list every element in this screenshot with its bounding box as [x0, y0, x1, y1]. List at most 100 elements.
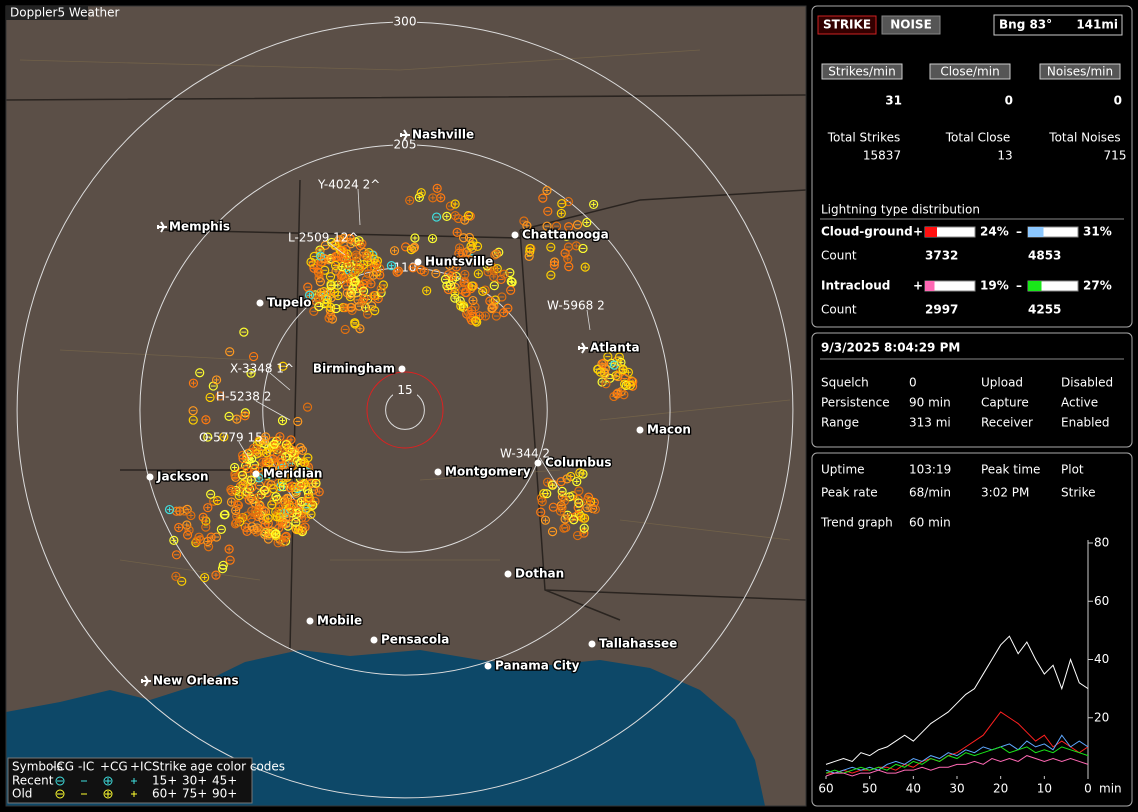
strike-symbol	[238, 479, 248, 489]
strike-symbol	[230, 462, 240, 473]
noise-button[interactable]	[881, 15, 941, 35]
track-leader	[269, 372, 291, 391]
setting: Enabled	[1061, 416, 1110, 430]
strike-symbol	[557, 199, 567, 209]
strike-symbol-sign	[280, 463, 286, 469]
strike-symbol	[174, 522, 184, 533]
track-label: O-5779 15	[199, 431, 263, 445]
noise-button-label[interactable]: NOISE	[890, 18, 932, 32]
strike-symbol	[182, 520, 192, 530]
strike-symbol-sign	[550, 482, 556, 488]
strike-symbol-sign	[221, 434, 227, 440]
strike-symbol-sign	[255, 494, 261, 500]
strike-symbol	[188, 378, 199, 388]
strike-symbol	[306, 257, 316, 267]
legend-row-label: Recent	[12, 774, 54, 788]
strike-symbol	[291, 517, 301, 527]
strike-symbol-sign	[253, 511, 259, 517]
range-label: 205	[394, 137, 417, 151]
strike-symbol-sign	[263, 459, 269, 465]
strike-symbol	[263, 513, 273, 523]
city-label: Meridian	[263, 467, 322, 481]
strike-symbol-sign	[469, 283, 475, 289]
strike-symbol-sign	[265, 515, 271, 521]
strike-symbol-sign	[173, 573, 179, 579]
strike-symbol	[188, 406, 198, 416]
strike-symbol-sign	[561, 498, 567, 504]
strike-symbol	[240, 411, 250, 421]
city-label: Birmingham	[313, 362, 395, 376]
strike-symbol	[559, 523, 569, 533]
strike-symbol	[506, 285, 516, 295]
strike-symbol-sign	[558, 508, 564, 514]
strike-symbol	[557, 491, 567, 502]
strike-symbol-sign	[236, 493, 242, 499]
clock: 9/3/2025 8:04:29 PM	[821, 341, 960, 355]
strike-button[interactable]	[817, 15, 877, 35]
count: 4255	[1028, 303, 1061, 317]
city-label: Mobile	[317, 614, 362, 628]
strike-symbol	[572, 530, 583, 541]
strike-symbol	[467, 243, 477, 253]
strike-symbol	[368, 270, 379, 280]
legend-header: Symbols	[12, 760, 63, 774]
strike-symbol	[285, 483, 295, 493]
range-label-bg	[393, 138, 417, 151]
strike-symbol	[252, 449, 262, 459]
strike-symbol-sign	[591, 201, 597, 207]
strike-symbol	[386, 261, 397, 271]
count: 2997	[925, 303, 958, 317]
strike-symbol	[359, 293, 369, 304]
strike-symbol-sign	[294, 458, 300, 464]
setting: 313 mi	[909, 416, 951, 430]
strike-symbol	[453, 213, 463, 224]
strike-symbol	[295, 480, 305, 490]
strike-symbol	[346, 239, 356, 249]
strike-symbol	[457, 285, 468, 295]
strike-button-label[interactable]: STRIKE	[823, 18, 871, 32]
strike-symbol	[195, 368, 205, 378]
strike-symbol	[337, 246, 347, 256]
strike-symbol-sign	[289, 463, 295, 469]
strike-symbol	[356, 284, 366, 294]
strike-symbol	[443, 270, 454, 280]
setting: Range	[821, 416, 859, 430]
strike-symbol-sign	[574, 479, 580, 485]
x-tick-label: 60	[818, 782, 833, 796]
city-label: Montgomery	[445, 465, 531, 479]
city-dot	[504, 570, 512, 578]
strike-symbol	[314, 301, 324, 312]
strike-symbol	[362, 309, 373, 319]
city-dot	[636, 426, 644, 434]
legend-row-label: Old	[12, 787, 32, 801]
strike-symbol	[169, 535, 179, 545]
strike-symbol-sign	[251, 445, 257, 451]
total-value: 15837	[863, 149, 901, 163]
strike-symbol	[546, 242, 556, 252]
strike-symbol	[480, 311, 491, 321]
strike-symbol	[218, 560, 228, 570]
strike-symbol-sign	[418, 190, 424, 196]
strike-symbol	[295, 443, 306, 453]
strike-symbol-sign	[167, 507, 173, 513]
strike-symbol	[540, 515, 551, 525]
strike-symbol	[246, 492, 256, 503]
strike-symbol	[224, 544, 234, 554]
strike-symbol	[316, 287, 326, 298]
track-label: W-344 2	[500, 447, 550, 461]
city-dot	[414, 258, 422, 266]
strike-symbol-sign	[270, 467, 276, 473]
legend-age: 45+	[212, 774, 237, 788]
strike-symbol	[261, 448, 272, 458]
strike-symbol	[389, 246, 400, 256]
strike-symbol-sign	[234, 416, 240, 422]
strike-symbol	[582, 217, 592, 228]
city-label: Atlanta	[590, 341, 640, 355]
strike-symbol-sign	[462, 279, 468, 285]
strike-symbol	[284, 443, 294, 453]
strike-symbol	[297, 445, 308, 455]
count: 3732	[925, 249, 958, 263]
range-label-bg	[393, 16, 417, 29]
strike-symbol	[274, 507, 284, 517]
track-leader	[357, 188, 361, 226]
